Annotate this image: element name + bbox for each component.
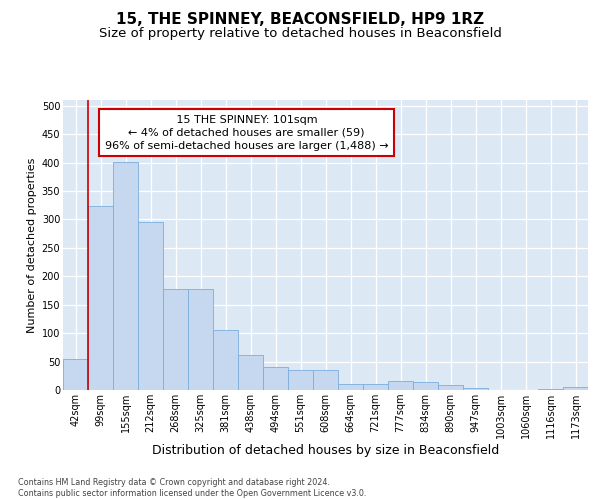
Bar — [163, 290, 188, 390]
Bar — [463, 388, 488, 390]
Text: Contains HM Land Registry data © Crown copyright and database right 2024.
Contai: Contains HM Land Registry data © Crown c… — [18, 478, 367, 498]
Bar — [438, 386, 463, 390]
Bar — [238, 354, 263, 390]
Bar — [388, 382, 413, 390]
Y-axis label: Number of detached properties: Number of detached properties — [28, 158, 37, 332]
Bar — [413, 382, 438, 390]
Bar — [363, 384, 388, 390]
Bar — [63, 360, 88, 390]
Bar — [188, 290, 213, 390]
Bar — [563, 387, 588, 390]
Bar — [213, 330, 238, 390]
Bar — [288, 370, 313, 390]
Bar — [338, 384, 363, 390]
Bar — [113, 162, 138, 390]
Bar — [88, 206, 113, 390]
X-axis label: Distribution of detached houses by size in Beaconsfield: Distribution of detached houses by size … — [152, 444, 499, 456]
Bar — [313, 370, 338, 390]
Bar — [263, 366, 288, 390]
Bar — [138, 222, 163, 390]
Text: 15, THE SPINNEY, BEACONSFIELD, HP9 1RZ: 15, THE SPINNEY, BEACONSFIELD, HP9 1RZ — [116, 12, 484, 28]
Text: Size of property relative to detached houses in Beaconsfield: Size of property relative to detached ho… — [98, 28, 502, 40]
Text: 15 THE SPINNEY: 101sqm   
← 4% of detached houses are smaller (59)
96% of semi-d: 15 THE SPINNEY: 101sqm ← 4% of detached … — [105, 114, 389, 151]
